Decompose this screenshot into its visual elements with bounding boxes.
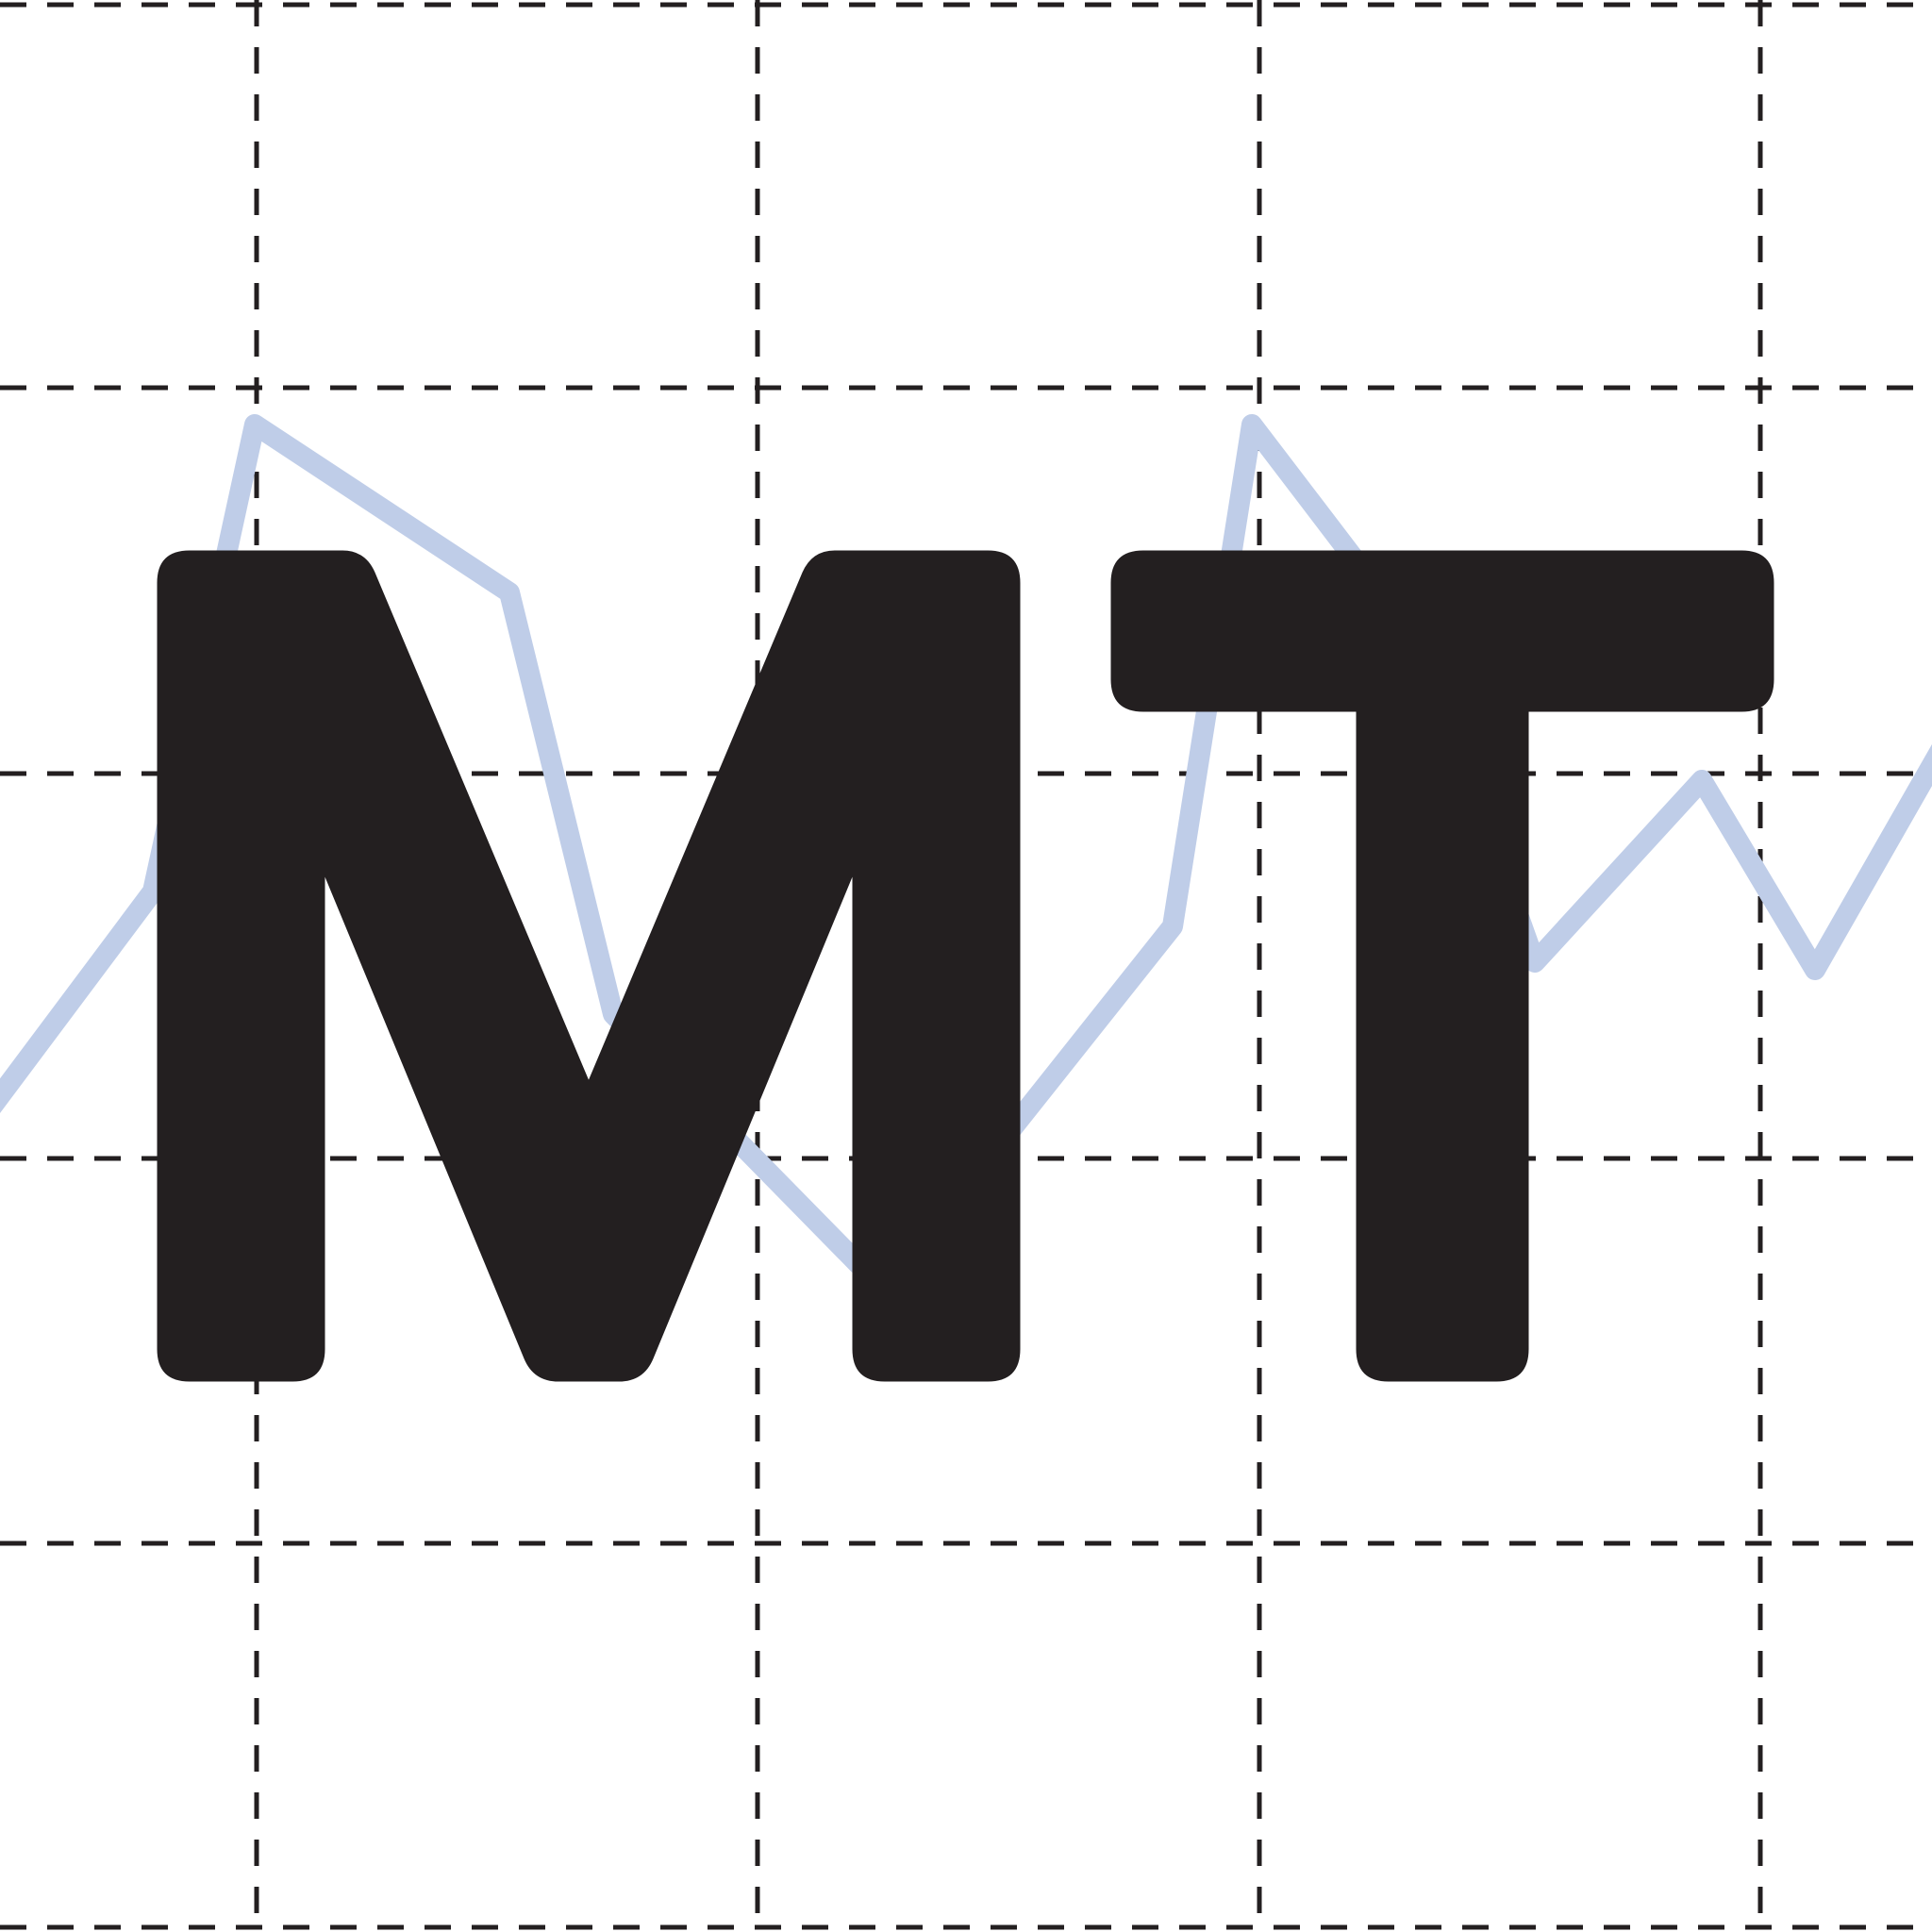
- logo-letters: [157, 550, 1774, 1382]
- letter-m-glyph: [157, 550, 1021, 1382]
- trend-line-icon: [0, 414, 1932, 1274]
- letter-t-glyph: [1110, 550, 1774, 1382]
